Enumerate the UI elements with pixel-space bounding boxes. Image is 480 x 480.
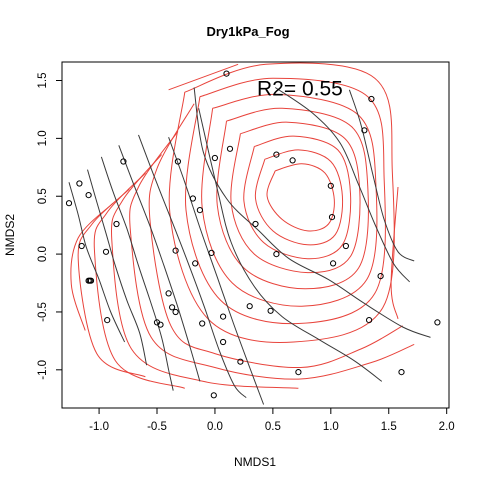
data-point-30 xyxy=(165,290,172,297)
data-point-45 xyxy=(398,369,405,376)
data-point-31 xyxy=(169,304,176,311)
chart-title: Dry1kPa_Fog xyxy=(206,24,289,39)
gradient-line-3 xyxy=(118,145,201,382)
contour-line-4 xyxy=(216,107,369,290)
contour-line-11 xyxy=(129,131,415,380)
contour-line-10 xyxy=(148,103,403,369)
data-point-22 xyxy=(208,249,215,256)
data-point-43 xyxy=(237,358,244,365)
y-axis: -1.0 -0.5 0.0 0.5 1.0 1.5 xyxy=(37,73,63,380)
y-axis-label: NMDS2 xyxy=(3,214,17,256)
data-point-41 xyxy=(434,319,441,326)
data-point-13 xyxy=(189,195,196,202)
data-point-4 xyxy=(174,158,181,165)
gradient-line-8 xyxy=(348,89,415,262)
data-point-8 xyxy=(289,157,296,164)
data-point-36 xyxy=(104,317,111,324)
y-tick-label-4: 1.0 xyxy=(37,130,49,146)
data-point-40 xyxy=(366,317,373,324)
data-point-14 xyxy=(196,207,203,214)
data-point-39 xyxy=(199,320,206,327)
data-point-12 xyxy=(65,200,73,207)
data-point-18 xyxy=(78,242,85,250)
contour-line-7 xyxy=(168,62,395,343)
x-tick-label-2: 0.0 xyxy=(207,421,223,433)
contour-line-6 xyxy=(184,77,386,325)
data-point-24 xyxy=(192,260,199,267)
data-point-46 xyxy=(210,392,217,399)
gradient-line-4 xyxy=(138,134,247,398)
data-point-21 xyxy=(172,247,179,254)
contour-line-0 xyxy=(266,163,335,232)
data-point-35 xyxy=(220,313,227,320)
x-tick-label-0: -1.0 xyxy=(89,421,109,433)
data-point-32 xyxy=(246,303,253,310)
data-point-33 xyxy=(172,308,179,316)
data-point-7 xyxy=(273,151,280,158)
x-tick-label-3: 0.5 xyxy=(265,421,281,433)
contour-line-13 xyxy=(93,172,185,389)
gradient-line-9 xyxy=(274,87,410,283)
data-point-28 xyxy=(87,277,95,284)
gradient-line-7 xyxy=(193,87,431,338)
data-point-29 xyxy=(85,277,92,284)
contour-line-12 xyxy=(110,154,299,389)
gradient-line-1 xyxy=(87,169,148,366)
data-point-38 xyxy=(157,321,164,328)
data-point-3 xyxy=(120,158,127,165)
y-tick-label-3: 0.5 xyxy=(37,188,49,204)
data-point-25 xyxy=(330,260,337,267)
x-tick-label-5: 1.5 xyxy=(381,421,397,433)
x-axis: -1.0 -0.5 0.0 0.5 1.0 1.5 2.0 xyxy=(89,407,455,433)
contour-line-5 xyxy=(201,93,378,307)
data-point-10 xyxy=(85,192,92,199)
data-point-42 xyxy=(220,338,227,346)
data-point-20 xyxy=(102,248,110,255)
data-point-44 xyxy=(295,369,302,376)
data-point-15 xyxy=(328,214,336,221)
data-point-26 xyxy=(377,273,384,280)
gradient-line-0 xyxy=(68,182,126,343)
x-axis-label: NMDS1 xyxy=(234,455,276,469)
data-point-17 xyxy=(113,220,120,228)
x-tick-label-6: 2.0 xyxy=(439,421,455,433)
contour-line-8 xyxy=(168,63,239,91)
data-point-11 xyxy=(327,182,334,189)
contour-line-2 xyxy=(243,135,352,260)
data-point-19 xyxy=(342,242,349,250)
data-point-34 xyxy=(267,307,274,314)
data-point-1 xyxy=(368,95,375,103)
data-point-16 xyxy=(252,220,259,228)
x-tick-label-4: 1.0 xyxy=(323,421,339,433)
gradient-line-5 xyxy=(168,137,265,405)
y-tick-label-2: 0.0 xyxy=(37,246,49,262)
data-point-5 xyxy=(211,154,218,162)
contour-line-3 xyxy=(230,121,361,274)
gradient-lines xyxy=(68,87,431,405)
contour-line-15 xyxy=(70,202,114,331)
surface-contours xyxy=(70,62,415,389)
x-tick-label-1: -0.5 xyxy=(147,421,167,433)
data-point-0 xyxy=(223,70,230,77)
y-tick-label-5: 1.5 xyxy=(37,73,49,89)
data-points xyxy=(65,70,441,399)
contour-line-9 xyxy=(390,186,399,320)
gradient-line-6 xyxy=(198,108,383,382)
y-tick-label-0: -1.0 xyxy=(37,360,49,380)
data-point-6 xyxy=(226,145,234,152)
gradient-line-2 xyxy=(100,156,174,391)
data-point-9 xyxy=(76,180,83,187)
data-point-2 xyxy=(361,127,368,134)
r2-annotation: R2= 0.55 xyxy=(257,78,343,101)
contour-line-1 xyxy=(254,149,344,246)
y-tick-label-1: -0.5 xyxy=(37,302,49,322)
data-point-23 xyxy=(273,251,280,258)
